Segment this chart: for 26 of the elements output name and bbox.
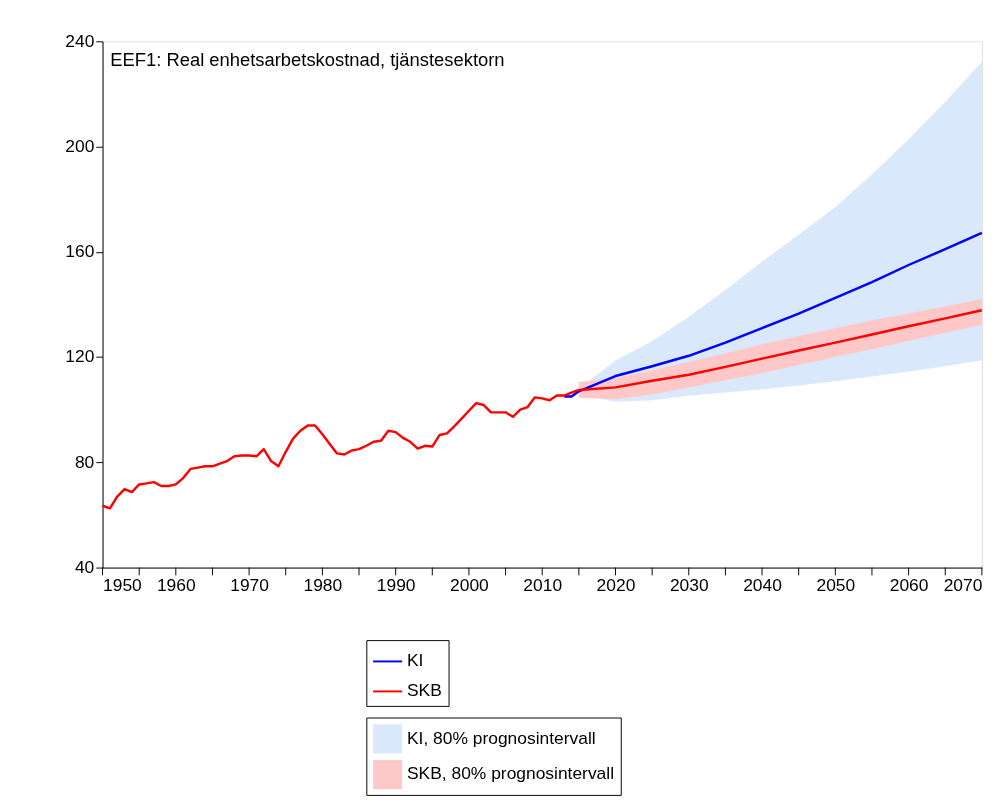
x-tick-label: 2070 xyxy=(943,575,983,596)
chart-title: EEF1: Real enhetsarbetskostnad, tjänstesektorn xyxy=(110,48,505,70)
x-tick-label: 2000 xyxy=(450,575,489,596)
x-tick-label: 1970 xyxy=(230,575,269,596)
line-series xyxy=(562,231,984,398)
legend-label: SKB xyxy=(406,680,442,701)
x-tick-label: 1990 xyxy=(376,575,416,596)
legend-label: KI xyxy=(406,650,424,671)
legend-label: SKB, 80% prognosintervall xyxy=(406,763,615,784)
x-tick-label: 2020 xyxy=(596,575,636,596)
line-series xyxy=(101,309,984,510)
y-tick-label: 240 xyxy=(65,30,95,51)
y-tick-label: 40 xyxy=(74,556,95,577)
x-tick-label: 1960 xyxy=(156,575,196,596)
x-tick-label: 2060 xyxy=(889,575,929,596)
x-tick-label: 1980 xyxy=(303,575,343,596)
x-tick-label: 2030 xyxy=(669,575,709,596)
x-tick-label: 2010 xyxy=(523,575,563,596)
y-tick-label: 120 xyxy=(65,346,95,367)
x-tick-label: 2040 xyxy=(743,575,782,596)
y-tick-label: 200 xyxy=(65,135,95,156)
y-tick-label: 80 xyxy=(74,451,95,472)
x-tick-label: 1950 xyxy=(103,575,142,596)
x-tick-label: 2050 xyxy=(816,575,856,596)
legend-label: KI, 80% prognosintervall xyxy=(406,727,596,748)
y-tick-label: 160 xyxy=(65,241,95,262)
